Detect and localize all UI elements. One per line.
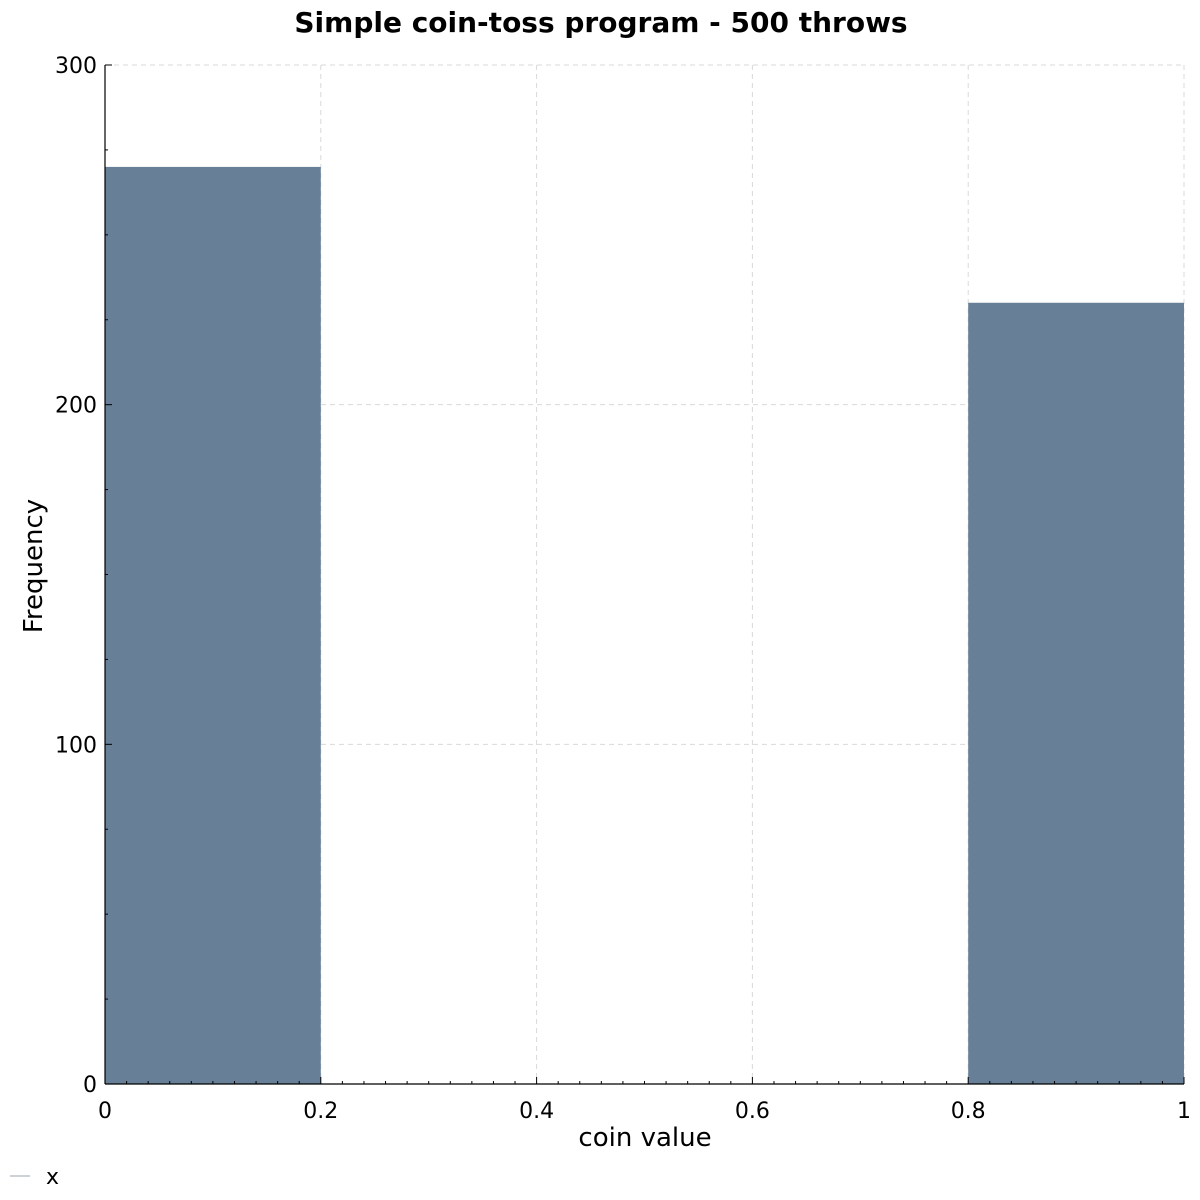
x-tick-label: 0.4 — [519, 1099, 554, 1124]
y-axis-label: Frequency — [19, 499, 49, 633]
histogram-bar — [968, 302, 1184, 1084]
legend-label: x — [46, 1165, 59, 1190]
x-tick-label: 0.6 — [735, 1099, 770, 1124]
y-axis-ticks: 0 100 200 300 — [55, 54, 112, 1098]
y-tick-label: 0 — [83, 1073, 97, 1098]
x-tick-label: 0 — [98, 1099, 112, 1124]
x-axis-label: coin value — [578, 1123, 711, 1153]
y-tick-label: 100 — [55, 733, 97, 758]
chart-title: Simple coin-toss program - 500 throws — [294, 6, 907, 39]
x-tick-label: 0.8 — [951, 1099, 986, 1124]
histogram-bar — [105, 166, 321, 1084]
bars — [105, 166, 1184, 1084]
x-tick-label: 0.2 — [303, 1099, 338, 1124]
legend: x — [10, 1165, 59, 1190]
y-tick-label: 200 — [55, 394, 97, 419]
x-tick-label: 1 — [1177, 1099, 1191, 1124]
x-axis-ticks: 0 0.2 0.4 0.6 0.8 1 — [98, 1077, 1191, 1124]
y-tick-label: 300 — [55, 54, 97, 79]
